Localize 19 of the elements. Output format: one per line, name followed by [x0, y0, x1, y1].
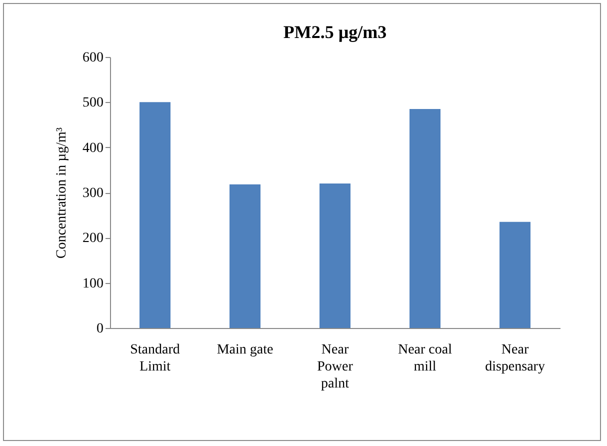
x-tick-label: Main gate — [216, 342, 274, 358]
x-tick-label: Standard Limit — [130, 342, 180, 374]
y-tick-label: 400 — [82, 140, 104, 156]
y-axis-title: Concentration in µg/m³ — [54, 127, 70, 259]
y-tick-label: 500 — [82, 96, 104, 111]
bar — [320, 183, 350, 328]
x-tick-label: Near dispensary — [485, 342, 545, 374]
x-tick-label: Near Power palnt — [317, 342, 354, 392]
bar — [410, 108, 440, 328]
bar — [230, 184, 260, 328]
y-tick-label: 200 — [82, 231, 104, 246]
chart-title: PM2.5 µg/m3 — [283, 22, 387, 42]
bar — [140, 102, 170, 328]
bar — [500, 222, 530, 328]
y-tick-label: 300 — [82, 186, 104, 201]
y-tick-label: 600 — [82, 50, 104, 66]
x-tick-label: Near coal mill — [398, 342, 452, 374]
y-tick-label: 100 — [82, 276, 104, 292]
y-tick-label: 0 — [96, 322, 104, 336]
